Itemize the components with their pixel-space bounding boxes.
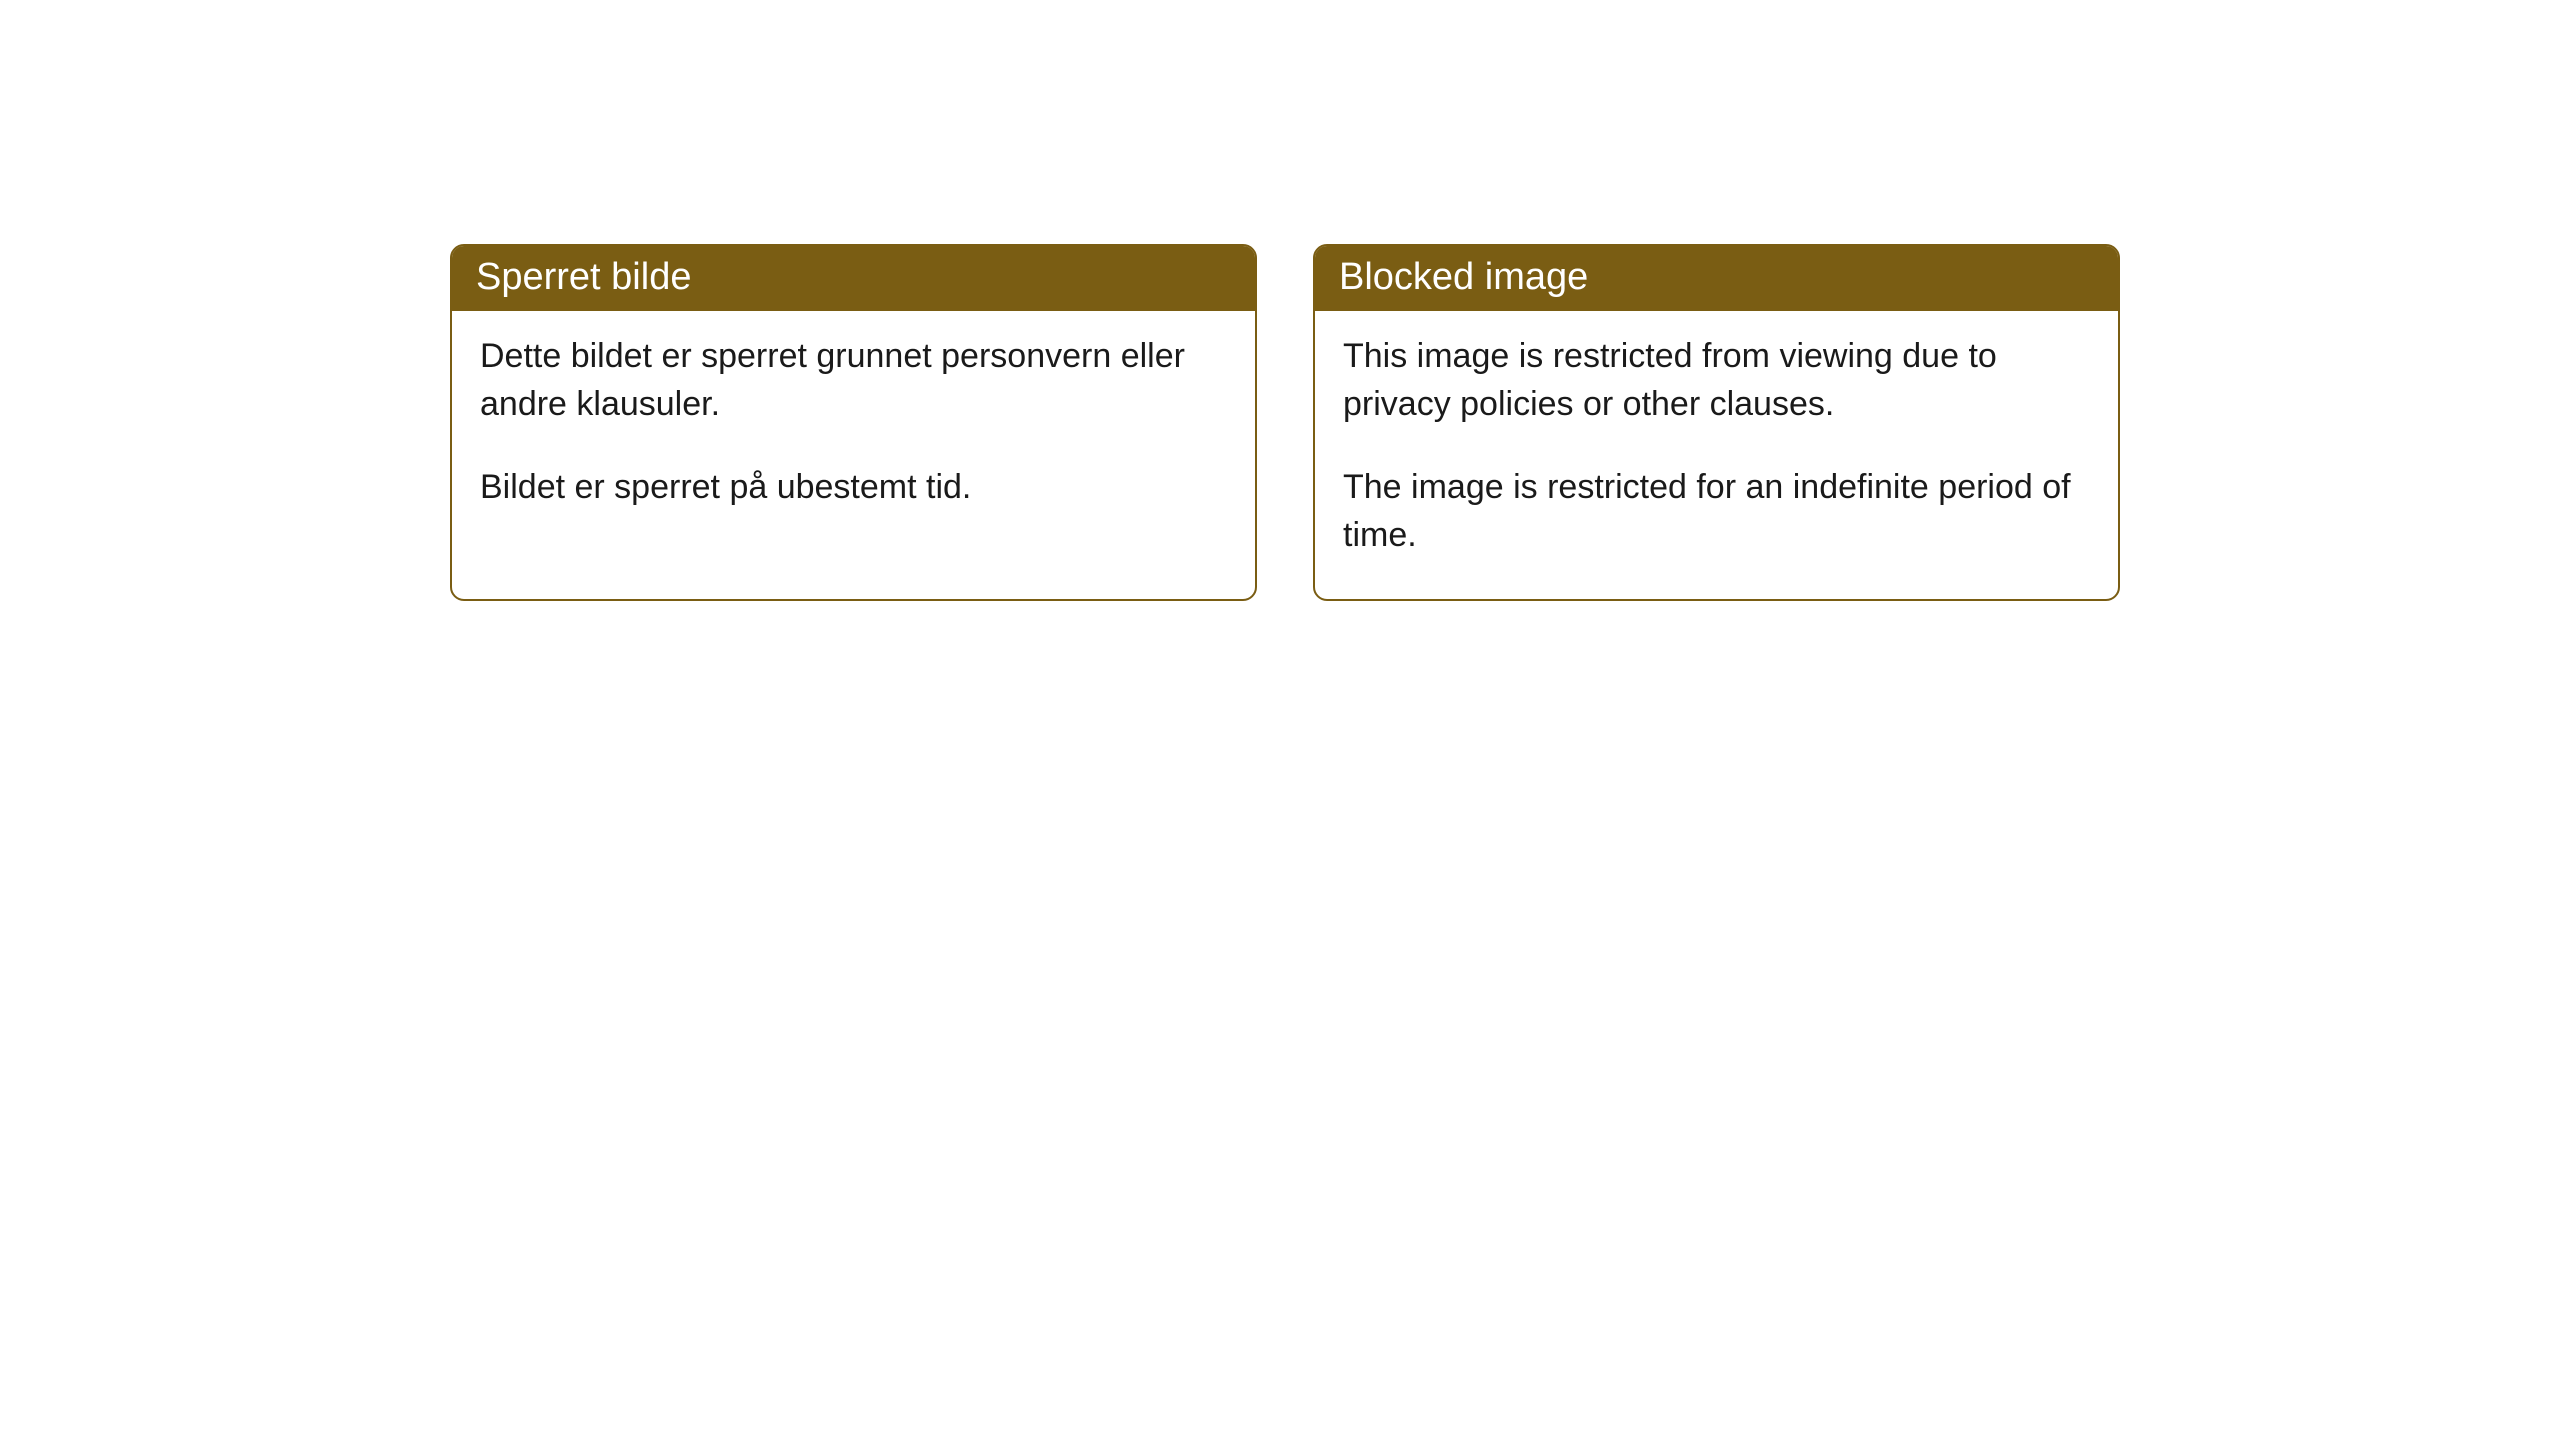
card-body-no-para2: Bildet er sperret på ubestemt tid. — [480, 464, 1227, 512]
cards-container: Sperret bilde Dette bildet er sperret gr… — [450, 244, 2120, 601]
blocked-image-card-en: Blocked image This image is restricted f… — [1313, 244, 2120, 601]
blocked-image-card-no: Sperret bilde Dette bildet er sperret gr… — [450, 244, 1257, 601]
card-body-no-para1: Dette bildet er sperret grunnet personve… — [480, 333, 1227, 428]
card-header-en: Blocked image — [1315, 246, 2118, 311]
card-body-en: This image is restricted from viewing du… — [1315, 311, 2118, 599]
card-body-en-para1: This image is restricted from viewing du… — [1343, 333, 2090, 428]
card-header-no: Sperret bilde — [452, 246, 1255, 311]
card-body-en-para2: The image is restricted for an indefinit… — [1343, 464, 2090, 559]
card-body-no: Dette bildet er sperret grunnet personve… — [452, 311, 1255, 552]
